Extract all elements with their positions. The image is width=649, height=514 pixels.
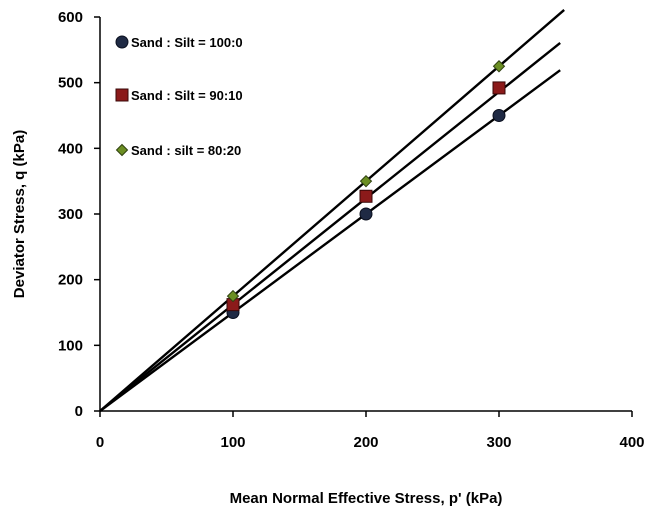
data-point (492, 60, 506, 73)
x-tick-label: 0 (96, 434, 104, 451)
x-tick-label: 100 (220, 434, 245, 451)
y-tick-label: 200 (58, 272, 83, 289)
fit-line (99, 9, 565, 412)
data-point (359, 174, 373, 188)
y-tick-label: 400 (58, 140, 83, 157)
y-tick-label: 300 (58, 206, 83, 223)
legend-label: Sand : Silt = 90:10 (131, 88, 243, 103)
x-axis-title: Mean Normal Effective Stress, p' (kPa) (230, 490, 503, 507)
fit-line (99, 41, 561, 412)
data-point (359, 207, 373, 221)
axis-ticks: 0 100 200 300 400 0 100 200 300 400 500 600 (58, 9, 645, 451)
x-tick-label: 200 (353, 434, 378, 451)
data-point (492, 109, 506, 122)
data-markers (226, 60, 506, 319)
legend-label: Sand : Silt = 100:0 (131, 35, 243, 50)
fit-lines (99, 9, 565, 412)
legend-marker (115, 88, 129, 102)
data-point (359, 189, 373, 203)
data-point (226, 289, 240, 303)
y-tick-label: 0 (75, 403, 83, 420)
plot-area: 0 100 200 300 400 0 100 200 300 400 500 600 (58, 9, 645, 451)
legend-marker (115, 143, 129, 157)
y-axis-title: Deviator Stress, q (kPa) (11, 130, 28, 298)
legend-label: Sand : silt = 80:20 (131, 143, 241, 158)
legend-marker (115, 35, 129, 49)
fit-line (99, 69, 561, 412)
data-point (492, 81, 506, 95)
legend: Sand : Silt = 100:0 Sand : Silt = 90:10 Sa… (115, 35, 243, 158)
y-tick-label: 600 (58, 9, 83, 26)
y-tick-label: 100 (58, 337, 83, 354)
x-tick-label: 400 (619, 434, 644, 451)
x-tick-label: 300 (486, 434, 511, 451)
y-tick-label: 500 (58, 75, 83, 92)
